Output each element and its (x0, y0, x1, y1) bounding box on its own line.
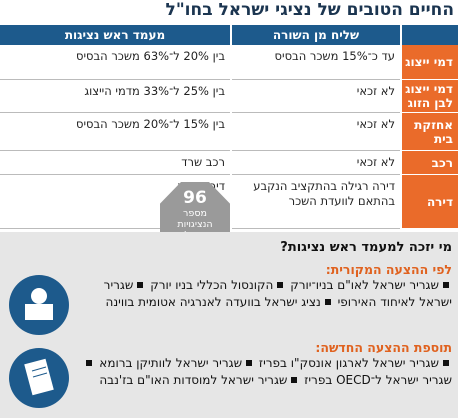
row-label: דמי ייצוג לבן הזוג (402, 80, 458, 112)
bullet (291, 377, 298, 383)
item-list: שגריר ישראל לארגון אונסק"ו בפריז שגריר י… (77, 355, 452, 389)
item: שגריר ישראל למוסדות האו"ם בז'נבה (99, 373, 300, 387)
bullet (86, 360, 93, 366)
item: שגריר ישראל לאיחוד האירופי (104, 278, 452, 309)
cell: בין 25% ל־33% מדמי הייצוג (0, 80, 230, 113)
group: לפי ההצעה המקורית: שגריר ישראל לאו"ם בניו… (77, 262, 452, 311)
bullet (246, 360, 253, 366)
bullet (443, 360, 449, 366)
row-label: דירה (402, 175, 458, 228)
cell: לא זכאי (232, 113, 400, 151)
group-title: תוספת ההצעה החדשה: (315, 340, 452, 355)
column-header: שליח מן השורה (232, 25, 400, 45)
bullet (277, 282, 284, 288)
cell: לא זכאי (232, 151, 400, 175)
item-text: נציג ישראל בוועדה לאנרגיה אטומית בווינה (105, 295, 321, 309)
cell: עד כ־15% משכר הבסיס (232, 45, 400, 80)
group: תוספת ההצעה החדשה: שגריר ישראל לארגון אונ… (77, 340, 452, 389)
row-label: אחזקת בית (402, 113, 458, 150)
item-text: שגריר ישראל לוותיקן ברומא (99, 356, 243, 370)
row-label: דמי ייצוג (402, 45, 458, 79)
icon (9, 348, 69, 408)
section: מי יזכה למעמד ראש נציגות? לפי ההצעה המקו… (0, 232, 458, 418)
cell: דירה רגילה בהתקציב הנקבע בהתאם לוועדת הש… (232, 175, 400, 229)
bullet (443, 282, 449, 288)
item-text: שגריר ישראל לאיחוד האירופי (103, 278, 452, 309)
item: שגריר ישראל לוותיקן ברומא (99, 356, 255, 370)
item-text: שגריר ישראל לארגון אונסק"ו בפריז (258, 356, 439, 370)
bullet (137, 282, 144, 288)
item: שגריר ישראל ל־OECD בפריז (82, 356, 452, 387)
cell: בין 15% ל־20% משכר הבסיס (0, 113, 230, 151)
header-corner (402, 25, 458, 45)
cell: לא זכאי (232, 80, 400, 113)
icon (9, 275, 69, 335)
item: שגריר ישראל לאו"ם בניו־יורק (290, 278, 452, 292)
item-text: שגריר ישראל למוסדות האו"ם בז'נבה (99, 373, 288, 387)
item-text: שגריר ישראל ל־OECD בפריז (304, 373, 452, 387)
item-list: שגריר ישראל לאו"ם בניו־יורק הקונסול הכלל… (77, 277, 452, 311)
title: החיים הטובים של נציגי ישראל בחו"ל (165, 0, 454, 20)
bullet (324, 299, 331, 305)
cell: רכב שרד (0, 151, 230, 175)
column-header: מעמד ראש נציגות (0, 25, 230, 45)
item: הקונסול הכללי בניו יורק (150, 278, 286, 292)
item: שגריר ישראל לארגון אונסק"ו בפריז (259, 356, 452, 370)
item: נציג ישראל בוועדה לאנרגיה אטומית בווינה (105, 295, 333, 309)
item-text: הקונסול הכללי בניו יורק (150, 278, 274, 292)
item-text: שגריר ישראל לאו"ם בניו־יורק (290, 278, 439, 292)
badge-number: 96 (183, 188, 207, 208)
group-title: לפי ההצעה המקורית: (325, 262, 452, 277)
cell: בין 20% ל־63% משכר הבסיס (0, 45, 230, 80)
section-title: מי יזכה למעמד ראש נציגות? (280, 240, 452, 255)
row-label: רכב (402, 151, 458, 174)
